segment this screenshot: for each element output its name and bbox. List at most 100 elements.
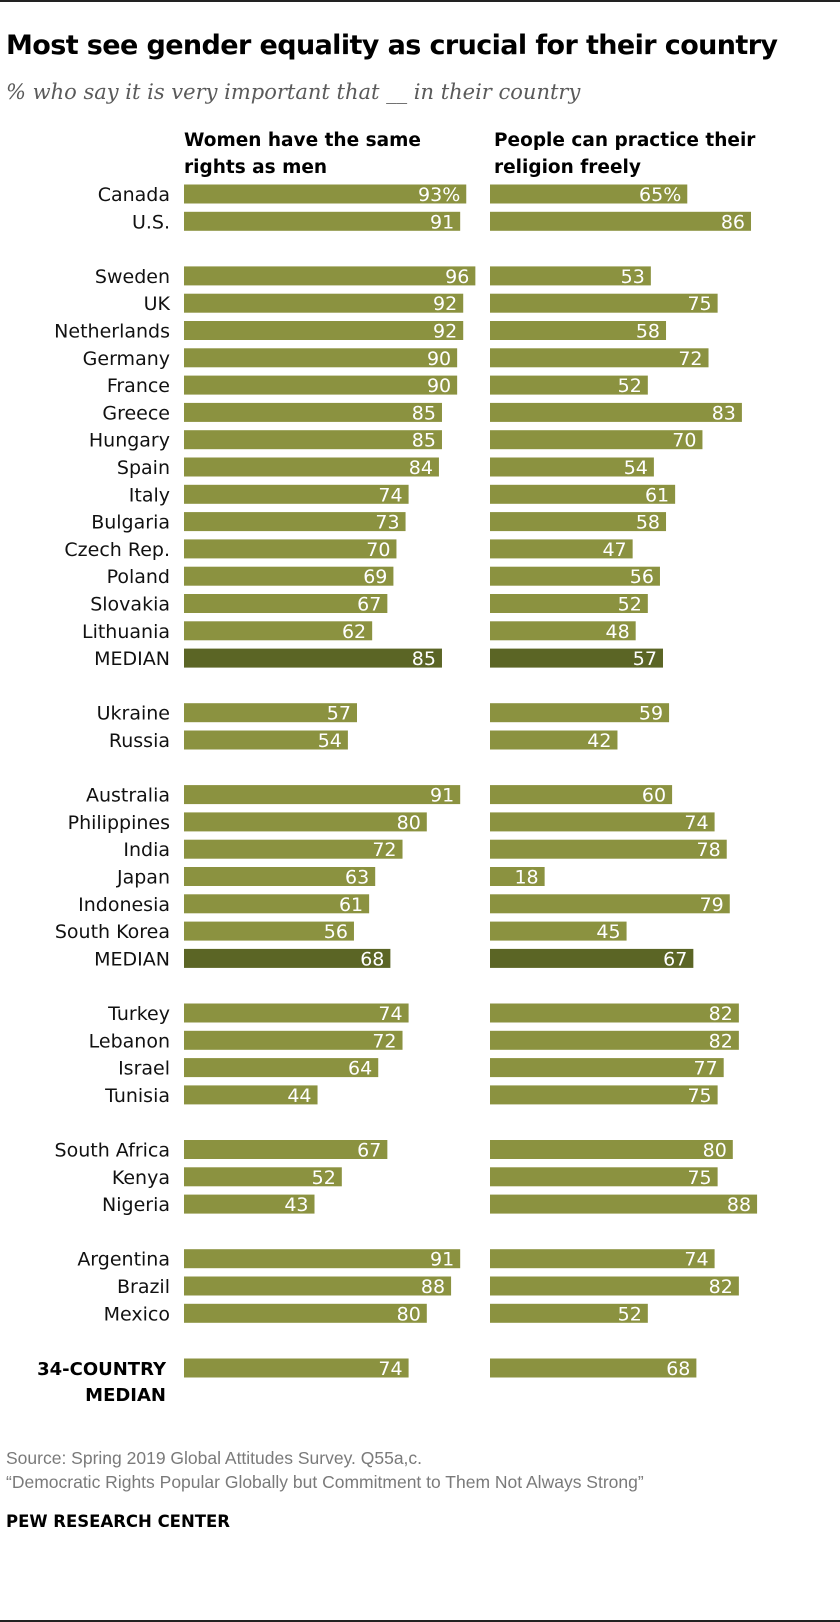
- overall-median-bar-women: [184, 1358, 409, 1378]
- bulgaria-value-religion: 58: [636, 512, 660, 534]
- netherlands-value-religion: 58: [636, 321, 660, 343]
- czech-rep-bar-women: [184, 539, 397, 559]
- indonesia-bar-women: [184, 894, 370, 914]
- france-value-women: 90: [427, 375, 451, 397]
- south-africa-value-religion: 80: [703, 1140, 727, 1162]
- south-korea-value-religion: 45: [596, 921, 620, 943]
- turkey-value-women: 74: [378, 1003, 402, 1025]
- country-label-lebanon: Lebanon: [89, 1030, 170, 1052]
- kenya-bar-religion: [490, 1167, 718, 1187]
- ukraine-value-religion: 59: [639, 703, 663, 725]
- canada-bar-religion: [490, 184, 688, 204]
- greece-bar-women: [184, 402, 442, 422]
- column-header-women-rights: Women have the same rights as men: [184, 130, 421, 178]
- country-label-brazil: Brazil: [117, 1276, 170, 1298]
- median-3-bar-women: [184, 948, 391, 968]
- czech-rep-value-religion: 47: [602, 539, 626, 561]
- column-header-religion: People can practice their religion freel…: [494, 130, 756, 178]
- lebanon-bar-religion: [490, 1030, 739, 1050]
- germany-bar-religion: [490, 348, 709, 368]
- median-1-bar-women: [184, 648, 442, 668]
- south-korea-bar-religion: [490, 921, 627, 941]
- argentina-bar-religion: [490, 1249, 715, 1269]
- lebanon-value-women: 72: [372, 1030, 396, 1052]
- overall-median-value-women: 74: [378, 1358, 402, 1380]
- country-label-spain: Spain: [117, 457, 170, 479]
- nigeria-value-religion: 88: [727, 1194, 751, 1216]
- mexico-bar-women: [184, 1303, 427, 1323]
- median-1-value-religion: 57: [633, 648, 657, 670]
- spain-value-religion: 54: [624, 457, 648, 479]
- italy-value-women: 74: [378, 484, 402, 506]
- philippines-bar-religion: [490, 812, 715, 832]
- tunisia-bar-religion: [490, 1085, 718, 1105]
- germany-value-religion: 72: [678, 348, 702, 370]
- lebanon-bar-women: [184, 1030, 403, 1050]
- hungary-bar-religion: [490, 430, 703, 450]
- sweden-bar-religion: [490, 266, 651, 286]
- bulgaria-bar-religion: [490, 512, 667, 532]
- tunisia-value-women: 44: [287, 1085, 311, 1107]
- ukraine-bar-women: [184, 703, 357, 723]
- lithuania-bar-religion: [490, 621, 636, 641]
- brazil-value-religion: 82: [709, 1276, 733, 1298]
- country-label-median-1: MEDIAN: [94, 648, 170, 670]
- russia-bar-women: [184, 730, 348, 750]
- median-1-value-women: 85: [412, 648, 436, 670]
- israel-bar-religion: [490, 1058, 724, 1078]
- uk-bar-women: [184, 293, 464, 313]
- country-label-south-africa: South Africa: [55, 1140, 170, 1162]
- mexico-bar-religion: [490, 1303, 648, 1323]
- country-label-mexico: Mexico: [104, 1303, 170, 1325]
- netherlands-value-women: 92: [433, 321, 457, 343]
- country-label-czech-rep: Czech Rep.: [64, 539, 170, 561]
- chart-title: Most see gender equality as crucial for …: [6, 30, 778, 61]
- brazil-bar-religion: [490, 1276, 739, 1296]
- poland-value-women: 69: [363, 566, 387, 588]
- russia-value-religion: 42: [587, 730, 611, 752]
- netherlands-bar-women: [184, 321, 464, 340]
- greece-value-women: 85: [412, 402, 436, 424]
- country-label-tunisia: Tunisia: [104, 1085, 170, 1107]
- argentina-bar-women: [184, 1249, 461, 1269]
- south-africa-bar-women: [184, 1140, 388, 1159]
- slovakia-value-women: 67: [357, 594, 381, 616]
- median-3-value-religion: 67: [663, 948, 687, 970]
- india-value-religion: 78: [697, 839, 721, 861]
- italy-value-religion: 61: [645, 484, 669, 506]
- france-bar-religion: [490, 375, 648, 395]
- south-korea-value-women: 56: [324, 921, 348, 943]
- pew-research-center-logo: PEW RESEARCH CENTER: [6, 1512, 230, 1531]
- israel-value-women: 64: [348, 1058, 372, 1080]
- mexico-value-religion: 52: [618, 1303, 642, 1325]
- median-1-bar-religion: [490, 648, 663, 668]
- greece-value-religion: 83: [712, 402, 736, 424]
- india-bar-religion: [490, 839, 727, 859]
- slovakia-bar-religion: [490, 594, 648, 613]
- italy-bar-religion: [490, 484, 676, 504]
- country-label-israel: Israel: [118, 1058, 170, 1080]
- bar-chart: Canada 93% 65% U.S. 91 86 Sweden 96 53 UK 92 75 Neth…: [37, 184, 758, 1406]
- argentina-value-religion: 74: [684, 1249, 708, 1271]
- country-label-u-s: U.S.: [132, 211, 170, 233]
- nigeria-value-women: 43: [284, 1194, 308, 1216]
- ukraine-bar-religion: [490, 703, 670, 723]
- israel-value-religion: 77: [694, 1058, 718, 1080]
- indonesia-value-women: 61: [339, 894, 363, 916]
- u-s-bar-religion: [490, 211, 752, 231]
- czech-rep-value-women: 70: [366, 539, 390, 561]
- spain-bar-women: [184, 457, 439, 477]
- nigeria-bar-women: [184, 1194, 315, 1214]
- turkey-value-religion: 82: [709, 1003, 733, 1025]
- sweden-value-women: 96: [445, 266, 469, 288]
- country-label-japan: Japan: [116, 867, 170, 889]
- hungary-value-religion: 70: [672, 430, 696, 452]
- lithuania-value-women: 62: [342, 621, 366, 643]
- tunisia-value-religion: 75: [687, 1085, 711, 1107]
- australia-value-religion: 60: [642, 785, 666, 807]
- uk-value-women: 92: [433, 293, 457, 315]
- philippines-bar-women: [184, 812, 427, 832]
- canada-bar-women: [184, 184, 467, 204]
- country-label-netherlands: Netherlands: [54, 321, 170, 343]
- ukraine-value-women: 57: [327, 703, 351, 725]
